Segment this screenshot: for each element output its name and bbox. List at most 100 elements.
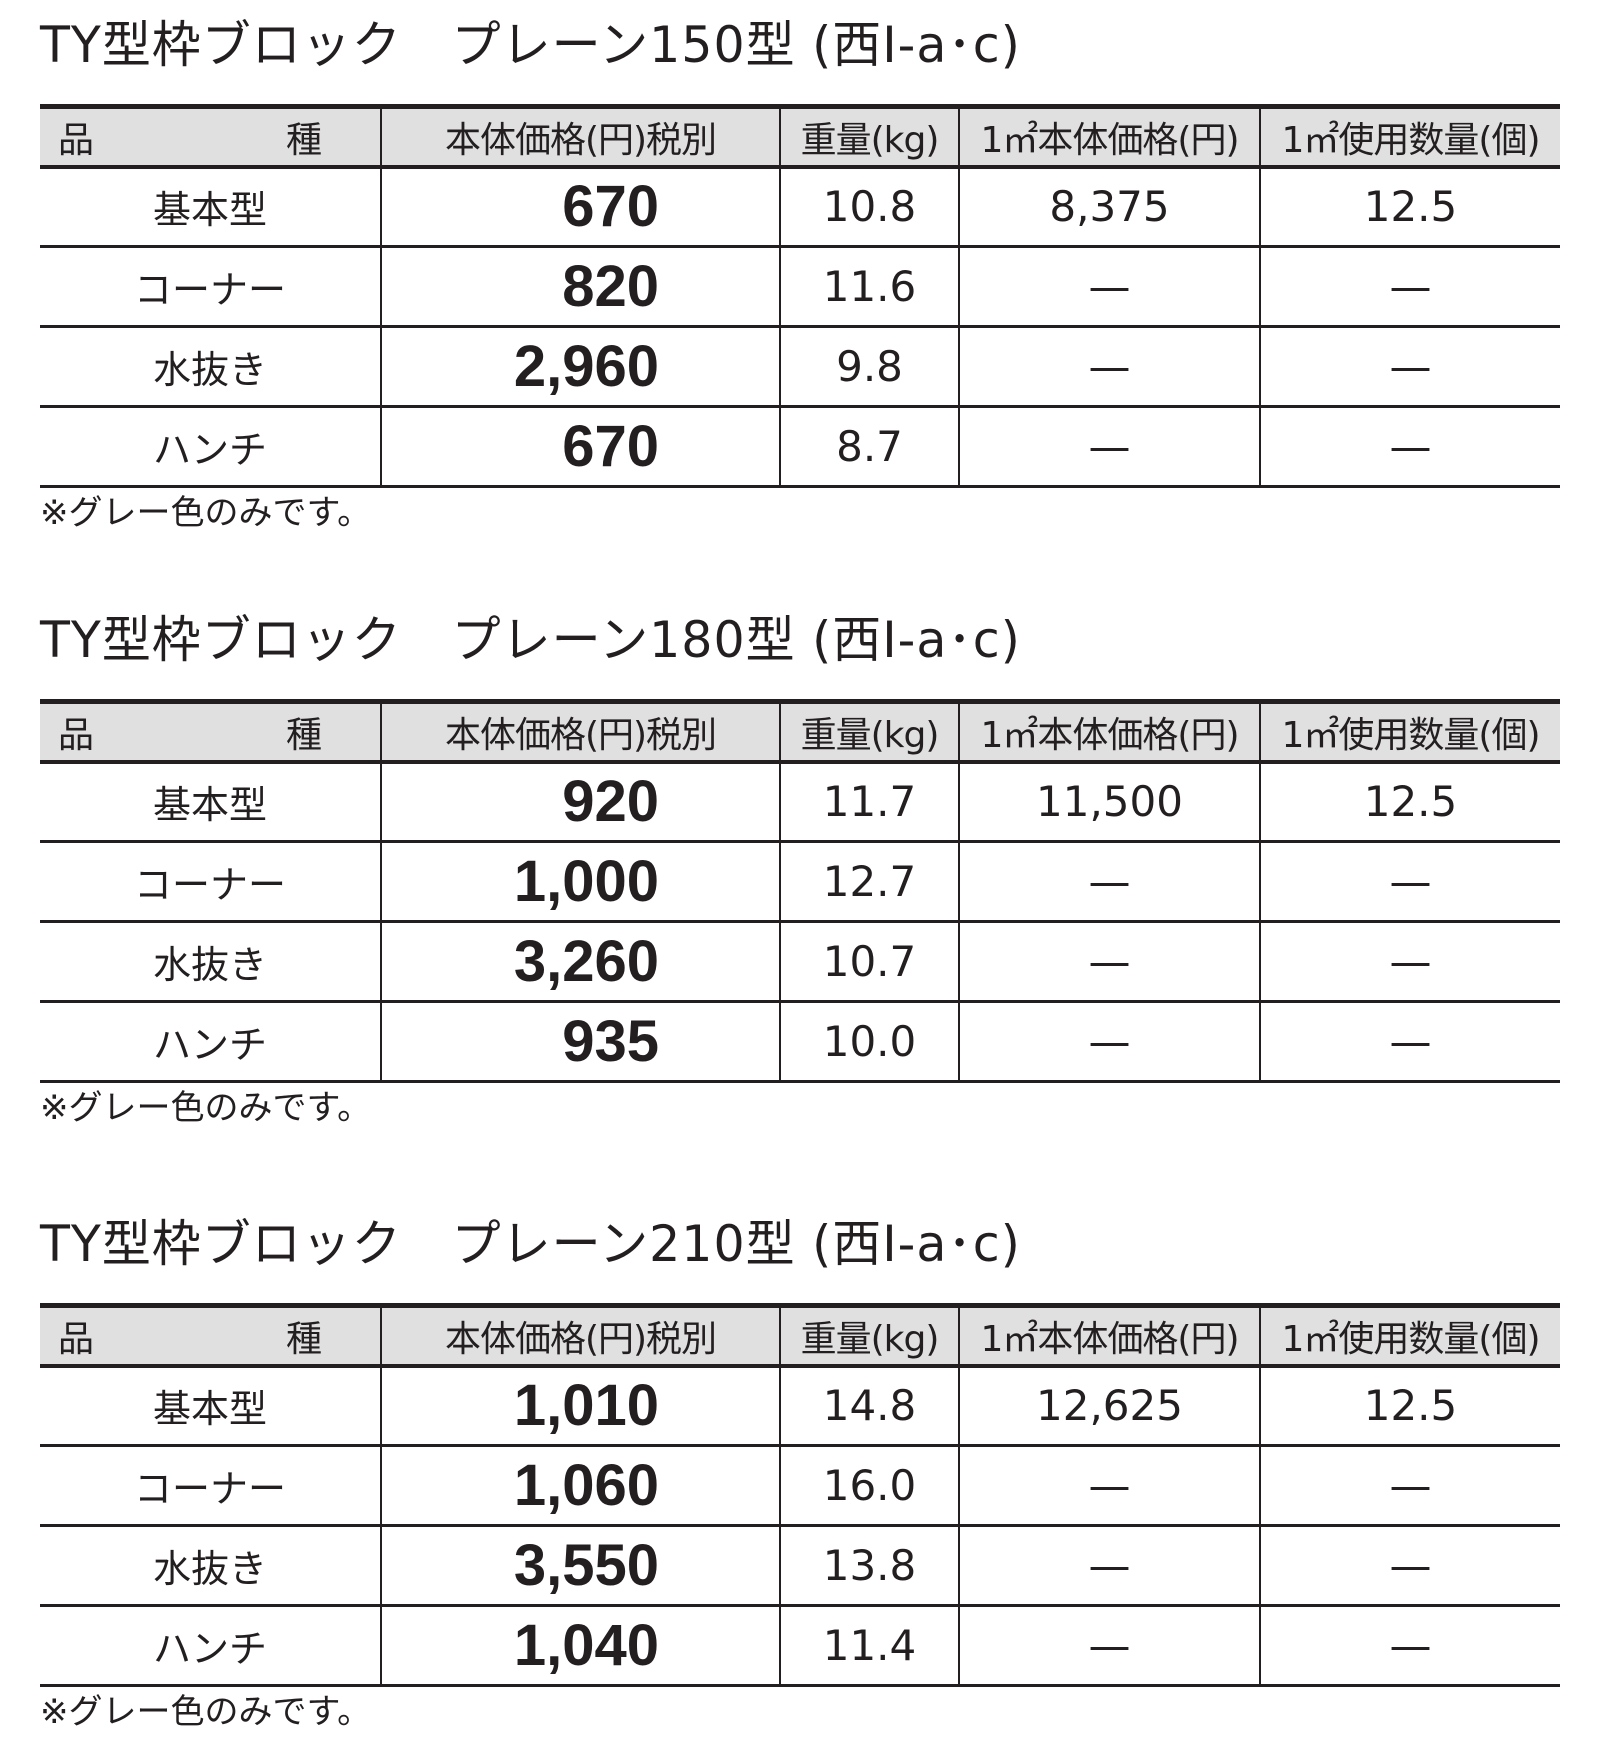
cell-weight: 9.8	[779, 326, 959, 408]
footnote: ※グレー色のみです。	[40, 1088, 372, 1128]
cell-qty-per-m2: —	[1259, 326, 1560, 408]
column-header: 1㎡本体価格(円)	[958, 1303, 1260, 1368]
cell-price-per-m2: 11,500	[958, 761, 1260, 843]
cell-weight: 10.7	[779, 921, 959, 1003]
cell-qty-per-m2: —	[1259, 841, 1560, 923]
cell-weight: 16.0	[779, 1445, 959, 1527]
cell-name: ハンチ	[40, 1001, 381, 1083]
price-table: 品 種本体価格(円)税別 重量(kg) 1㎡本体価格(円) 1㎡使用数量(個) 基本型 6…	[40, 104, 1560, 488]
cell-price: 920	[380, 761, 780, 843]
header-row: 品 種本体価格(円)税別 重量(kg) 1㎡本体価格(円) 1㎡使用数量(個)	[40, 104, 1560, 169]
column-header: 品 種	[40, 699, 381, 764]
cell-name: 基本型	[40, 1365, 381, 1447]
cell-price: 2,960	[380, 326, 780, 408]
cell-name: コーナー	[40, 246, 381, 328]
table-row: ハンチ 935 10.0— —	[40, 1001, 1560, 1083]
table-row: 基本型 1,010 14.8 12,625 12.5	[40, 1365, 1560, 1447]
column-header: 1㎡本体価格(円)	[958, 699, 1260, 764]
table-row: 基本型 920 11.7 11,500 12.5	[40, 761, 1560, 843]
cell-name: コーナー	[40, 841, 381, 923]
cell-price: 1,040	[380, 1605, 780, 1687]
cell-weight: 10.8	[779, 166, 959, 248]
cell-price-per-m2: —	[958, 1001, 1260, 1083]
table-row: コーナー 820 11.6— —	[40, 246, 1560, 328]
cell-qty-per-m2: 12.5	[1259, 1365, 1560, 1447]
cell-price-per-m2: —	[958, 326, 1260, 408]
cell-name: 水抜き	[40, 1525, 381, 1607]
column-header: 重量(kg)	[779, 1303, 959, 1368]
cell-price: 1,060	[380, 1445, 780, 1527]
cell-qty-per-m2: 12.5	[1259, 761, 1560, 843]
table-row: 水抜き 3,550 13.8— —	[40, 1525, 1560, 1607]
cell-price: 3,260	[380, 921, 780, 1003]
product-section: TY型枠ブロック プレーン150型 (西Ⅰ-a･c) 品 種本体価格(円)税別 重量…	[40, 5, 1560, 538]
cell-price: 670	[380, 166, 780, 248]
cell-name: 水抜き	[40, 326, 381, 408]
cell-weight: 10.0	[779, 1001, 959, 1083]
cell-weight: 13.8	[779, 1525, 959, 1607]
cell-weight: 8.7	[779, 406, 959, 488]
cell-qty-per-m2: —	[1259, 1525, 1560, 1607]
cell-qty-per-m2: 12.5	[1259, 166, 1560, 248]
cell-qty-per-m2: —	[1259, 246, 1560, 328]
table-row: ハンチ 670 8.7— —	[40, 406, 1560, 488]
cell-price-per-m2: —	[958, 406, 1260, 488]
cell-price: 1,000	[380, 841, 780, 923]
column-header: 本体価格(円)税別	[380, 699, 780, 764]
cell-name: 基本型	[40, 761, 381, 843]
column-header: 1㎡本体価格(円)	[958, 104, 1260, 169]
column-header: 重量(kg)	[779, 104, 959, 169]
cell-weight: 12.7	[779, 841, 959, 923]
column-header: 本体価格(円)税別	[380, 1303, 780, 1368]
table-row: コーナー 1,060 16.0— —	[40, 1445, 1560, 1527]
column-header: 1㎡使用数量(個)	[1259, 1303, 1560, 1368]
cell-qty-per-m2: —	[1259, 1001, 1560, 1083]
cell-name: ハンチ	[40, 1605, 381, 1687]
cell-weight: 14.8	[779, 1365, 959, 1447]
price-table: 品 種本体価格(円)税別 重量(kg) 1㎡本体価格(円) 1㎡使用数量(個) 基本型 1…	[40, 1303, 1560, 1687]
column-header: 1㎡使用数量(個)	[1259, 699, 1560, 764]
header-row: 品 種本体価格(円)税別 重量(kg) 1㎡本体価格(円) 1㎡使用数量(個)	[40, 1303, 1560, 1368]
cell-price: 1,010	[380, 1365, 780, 1447]
footnote: ※グレー色のみです。	[40, 493, 372, 533]
column-header: 1㎡使用数量(個)	[1259, 104, 1560, 169]
cell-qty-per-m2: —	[1259, 1445, 1560, 1527]
header-row: 品 種本体価格(円)税別 重量(kg) 1㎡本体価格(円) 1㎡使用数量(個)	[40, 699, 1560, 764]
cell-price-per-m2: —	[958, 246, 1260, 328]
section-title: TY型枠ブロック プレーン150型 (西Ⅰ-a･c)	[40, 16, 1021, 74]
cell-price-per-m2: 8,375	[958, 166, 1260, 248]
table-row: 水抜き 2,960 9.8— —	[40, 326, 1560, 408]
table-row: コーナー 1,000 12.7— —	[40, 841, 1560, 923]
table-row: ハンチ 1,040 11.4— —	[40, 1605, 1560, 1687]
table-row: 水抜き 3,260 10.7— —	[40, 921, 1560, 1003]
column-header: 品 種	[40, 1303, 381, 1368]
cell-price: 670	[380, 406, 780, 488]
footnote: ※グレー色のみです。	[40, 1692, 372, 1732]
cell-name: 基本型	[40, 166, 381, 248]
cell-qty-per-m2: —	[1259, 406, 1560, 488]
cell-qty-per-m2: —	[1259, 1605, 1560, 1687]
cell-qty-per-m2: —	[1259, 921, 1560, 1003]
cell-price-per-m2: 12,625	[958, 1365, 1260, 1447]
cell-weight: 11.4	[779, 1605, 959, 1687]
cell-price: 3,550	[380, 1525, 780, 1607]
table-row: 基本型 670 10.8 8,375 12.5	[40, 166, 1560, 248]
cell-price-per-m2: —	[958, 841, 1260, 923]
cell-price: 820	[380, 246, 780, 328]
column-header: 重量(kg)	[779, 699, 959, 764]
column-header: 本体価格(円)税別	[380, 104, 780, 169]
cell-price-per-m2: —	[958, 1605, 1260, 1687]
cell-name: コーナー	[40, 1445, 381, 1527]
cell-price-per-m2: —	[958, 1445, 1260, 1527]
cell-name: ハンチ	[40, 406, 381, 488]
section-title: TY型枠ブロック プレーン180型 (西Ⅰ-a･c)	[40, 611, 1021, 669]
product-section: TY型枠ブロック プレーン210型 (西Ⅰ-a･c) 品 種本体価格(円)税別 重量…	[40, 1204, 1560, 1737]
cell-price-per-m2: —	[958, 1525, 1260, 1607]
cell-weight: 11.6	[779, 246, 959, 328]
product-section: TY型枠ブロック プレーン180型 (西Ⅰ-a･c) 品 種本体価格(円)税別 重量…	[40, 600, 1560, 1133]
price-table: 品 種本体価格(円)税別 重量(kg) 1㎡本体価格(円) 1㎡使用数量(個) 基本型 9…	[40, 699, 1560, 1083]
cell-name: 水抜き	[40, 921, 381, 1003]
cell-price: 935	[380, 1001, 780, 1083]
cell-price-per-m2: —	[958, 921, 1260, 1003]
section-title: TY型枠ブロック プレーン210型 (西Ⅰ-a･c)	[40, 1215, 1021, 1273]
